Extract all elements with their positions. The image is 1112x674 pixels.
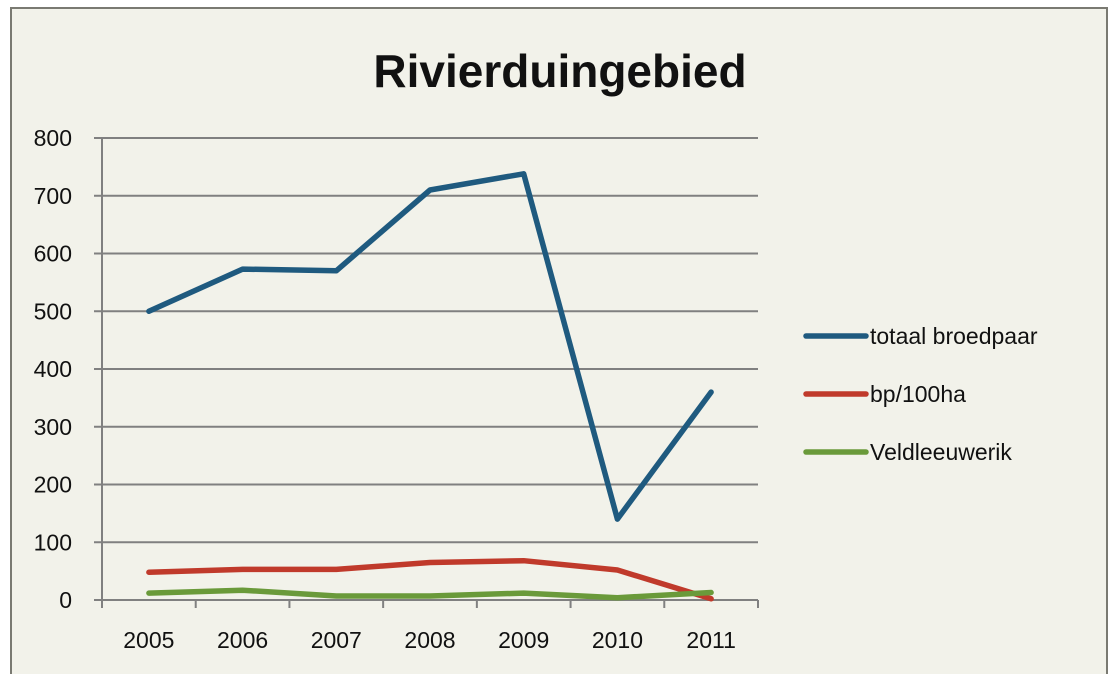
x-tick-label: 2005	[123, 627, 174, 653]
y-axis-tick-labels: 0 100 200 300 400 500 600 700 800	[34, 125, 72, 613]
x-tick-label: 2008	[404, 627, 455, 653]
series-line-2	[146, 587, 714, 601]
legend-label-2: Veldleeuwerik	[870, 439, 1012, 465]
y-tick-label: 500	[34, 298, 72, 324]
x-tick-label: 2009	[498, 627, 549, 653]
x-tick-label: 2011	[686, 627, 735, 653]
y-tick-label: 0	[59, 587, 72, 613]
legend-label-0: totaal broedpaar	[870, 323, 1038, 349]
x-axis-tick-labels: 2005 2006 2007 2008 2009 2010 2011	[123, 627, 736, 653]
series-line-1	[146, 557, 714, 602]
y-tick-label: 400	[34, 356, 72, 382]
series-line-0	[146, 171, 714, 522]
legend: totaal broedpaar bp/100ha Veldleeuwerik	[803, 323, 1038, 465]
x-tick-label: 2010	[592, 627, 643, 653]
series-lines	[146, 171, 714, 602]
axes	[101, 138, 759, 608]
y-tick-label: 800	[34, 125, 72, 151]
chart-title: Rivierduingebied	[373, 45, 746, 97]
x-tick-label: 2007	[311, 627, 362, 653]
y-tick-label: 300	[34, 414, 72, 440]
grid-lines	[94, 137, 758, 601]
x-tick-label: 2006	[217, 627, 268, 653]
y-tick-label: 200	[34, 472, 72, 498]
y-tick-label: 100	[34, 529, 72, 555]
y-tick-label: 600	[34, 241, 72, 267]
y-tick-label: 700	[34, 183, 72, 209]
legend-label-1: bp/100ha	[870, 381, 966, 407]
